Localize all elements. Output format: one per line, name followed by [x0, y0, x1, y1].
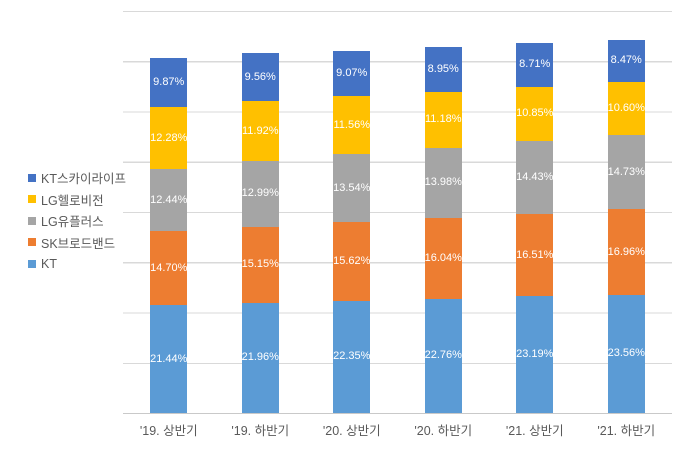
legend-swatch-icon	[28, 238, 36, 246]
segment-label: 12.44%	[150, 193, 188, 206]
legend-swatch-icon	[28, 173, 36, 182]
bar-segment: 14.70%	[150, 231, 188, 306]
bar-group: 22.76% 16.04% 13.98% 11.18% 8.95%	[398, 11, 490, 413]
bar-segment: 16.96%	[607, 209, 645, 295]
legend-label: KT스카이라이프	[41, 172, 126, 186]
bar-segment: 11.56%	[333, 96, 371, 155]
segment-label: 9.87%	[153, 75, 185, 88]
legend-label: LG헬로비전	[41, 193, 104, 208]
segment-label: 8.95%	[427, 62, 459, 75]
segment-label: 16.51%	[516, 248, 554, 261]
bar-segment: 13.54%	[333, 154, 371, 223]
segment-label: 15.62%	[333, 254, 371, 267]
legend-item: SK브로드밴드	[28, 236, 126, 251]
bar-segment: 15.15%	[241, 226, 279, 303]
legend-label: LG유플러스	[41, 215, 104, 229]
x-axis-label: '21. 상반기	[505, 424, 564, 438]
bar-segment: 9.87%	[150, 57, 188, 108]
x-axis-label: '19. 하반기	[231, 424, 290, 438]
legend-swatch-icon	[28, 216, 36, 225]
segment-label: 10.85%	[516, 107, 554, 120]
bar-segment: 22.35%	[333, 300, 371, 413]
segment-label: 10.60%	[607, 102, 645, 115]
bar-segment: 23.56%	[607, 294, 645, 413]
bar-group: 22.35% 15.62% 13.54% 11.56% 9.07%	[306, 11, 398, 413]
segment-label: 9.07%	[336, 66, 368, 79]
legend-item: KT스카이라이프	[28, 171, 126, 186]
plot-area: 21.44% 14.70% 12.44% 12.28% 9.87% 21.96% 15.15…	[123, 11, 672, 414]
legend-swatch-icon	[28, 195, 36, 203]
segment-label: 8.71%	[519, 58, 551, 71]
segment-label: 14.43%	[516, 170, 554, 183]
bar-segment: 14.73%	[607, 135, 645, 210]
bar-segment: 21.96%	[241, 302, 279, 413]
x-axis: '19. 상반기 '19. 하반기 '20. 상반기 '20. 하반기 '21. 상반기…	[123, 420, 672, 440]
legend-swatch-icon	[28, 259, 36, 268]
x-axis-label: '20. 상반기	[322, 424, 381, 438]
segment-label: 22.35%	[333, 350, 371, 363]
x-axis-label: '19. 상반기	[139, 424, 198, 438]
bar-segment: 12.28%	[150, 107, 187, 169]
chart-legend: KT스카이라이프 LG헬로비전 LG유플러스 SK브로드밴드 KT	[28, 171, 126, 279]
segment-label: 22.76%	[424, 349, 462, 362]
segment-label: 23.19%	[516, 348, 554, 361]
segment-label: 13.54%	[333, 181, 371, 194]
segment-label: 12.99%	[241, 187, 279, 200]
bar-group: 23.56% 16.96% 14.73% 10.60% 8.47%	[581, 11, 673, 413]
legend-label: SK브로드밴드	[41, 236, 116, 251]
legend-label: KT	[41, 256, 57, 271]
segment-label: 8.47%	[610, 54, 642, 67]
segment-label: 16.96%	[607, 245, 645, 258]
segment-label: 14.73%	[607, 165, 645, 178]
bar-segment: 12.44%	[150, 168, 188, 232]
segment-label: 21.96%	[241, 351, 279, 364]
bar-segment: 13.98%	[424, 147, 462, 219]
bar-segment: 16.51%	[516, 213, 554, 297]
bar-segment: 15.62%	[333, 222, 371, 301]
legend-item: LG유플러스	[28, 214, 126, 229]
bar-segment: 14.43%	[516, 141, 553, 214]
bar-segment: 8.47%	[607, 39, 645, 83]
bar-segment: 8.71%	[516, 42, 554, 87]
bar-segment: 11.92%	[241, 101, 279, 162]
bar-segment: 9.07%	[333, 50, 371, 97]
bar-segment: 11.18%	[424, 91, 462, 148]
bar-segment: 16.04%	[425, 218, 462, 299]
bar-segment: 12.99%	[241, 161, 279, 227]
bar-segment: 21.44%	[150, 305, 187, 413]
bar-group: 21.44% 14.70% 12.44% 12.28% 9.87%	[123, 11, 215, 413]
segment-label: 16.04%	[424, 251, 462, 264]
x-axis-label: '20. 하반기	[414, 424, 473, 438]
bar-group: 21.96% 15.15% 12.99% 11.92% 9.56%	[215, 11, 307, 413]
legend-item: KT	[28, 256, 126, 271]
segment-label: 15.15%	[241, 258, 279, 271]
segment-label: 11.18%	[425, 113, 462, 126]
bars-container: 21.44% 14.70% 12.44% 12.28% 9.87% 21.96% 15.15…	[123, 11, 672, 413]
bar-segment: 10.60%	[607, 82, 645, 136]
segment-label: 11.92%	[242, 124, 279, 137]
bar-segment: 10.85%	[516, 86, 554, 142]
bar-segment: 23.19%	[516, 296, 553, 413]
legend-item: LG헬로비전	[28, 193, 126, 208]
x-axis-label: '21. 하반기	[597, 424, 656, 438]
segment-label: 11.56%	[333, 118, 371, 131]
segment-label: 12.28%	[150, 131, 188, 144]
bar-segment: 8.95%	[424, 46, 462, 92]
bar-group: 23.19% 16.51% 14.43% 10.85% 8.71%	[489, 11, 581, 413]
segment-label: 21.44%	[150, 352, 188, 365]
segment-label: 9.56%	[244, 70, 276, 83]
segment-label: 14.70%	[150, 261, 188, 274]
bar-segment: 9.56%	[241, 53, 279, 102]
bar-segment: 22.76%	[424, 298, 462, 413]
segment-label: 13.98%	[424, 176, 462, 189]
segment-label: 23.56%	[607, 347, 645, 360]
